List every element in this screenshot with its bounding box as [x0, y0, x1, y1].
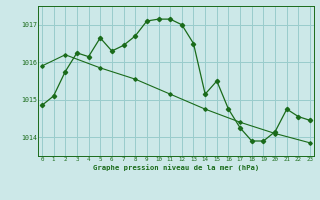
X-axis label: Graphe pression niveau de la mer (hPa): Graphe pression niveau de la mer (hPa) — [93, 164, 259, 171]
